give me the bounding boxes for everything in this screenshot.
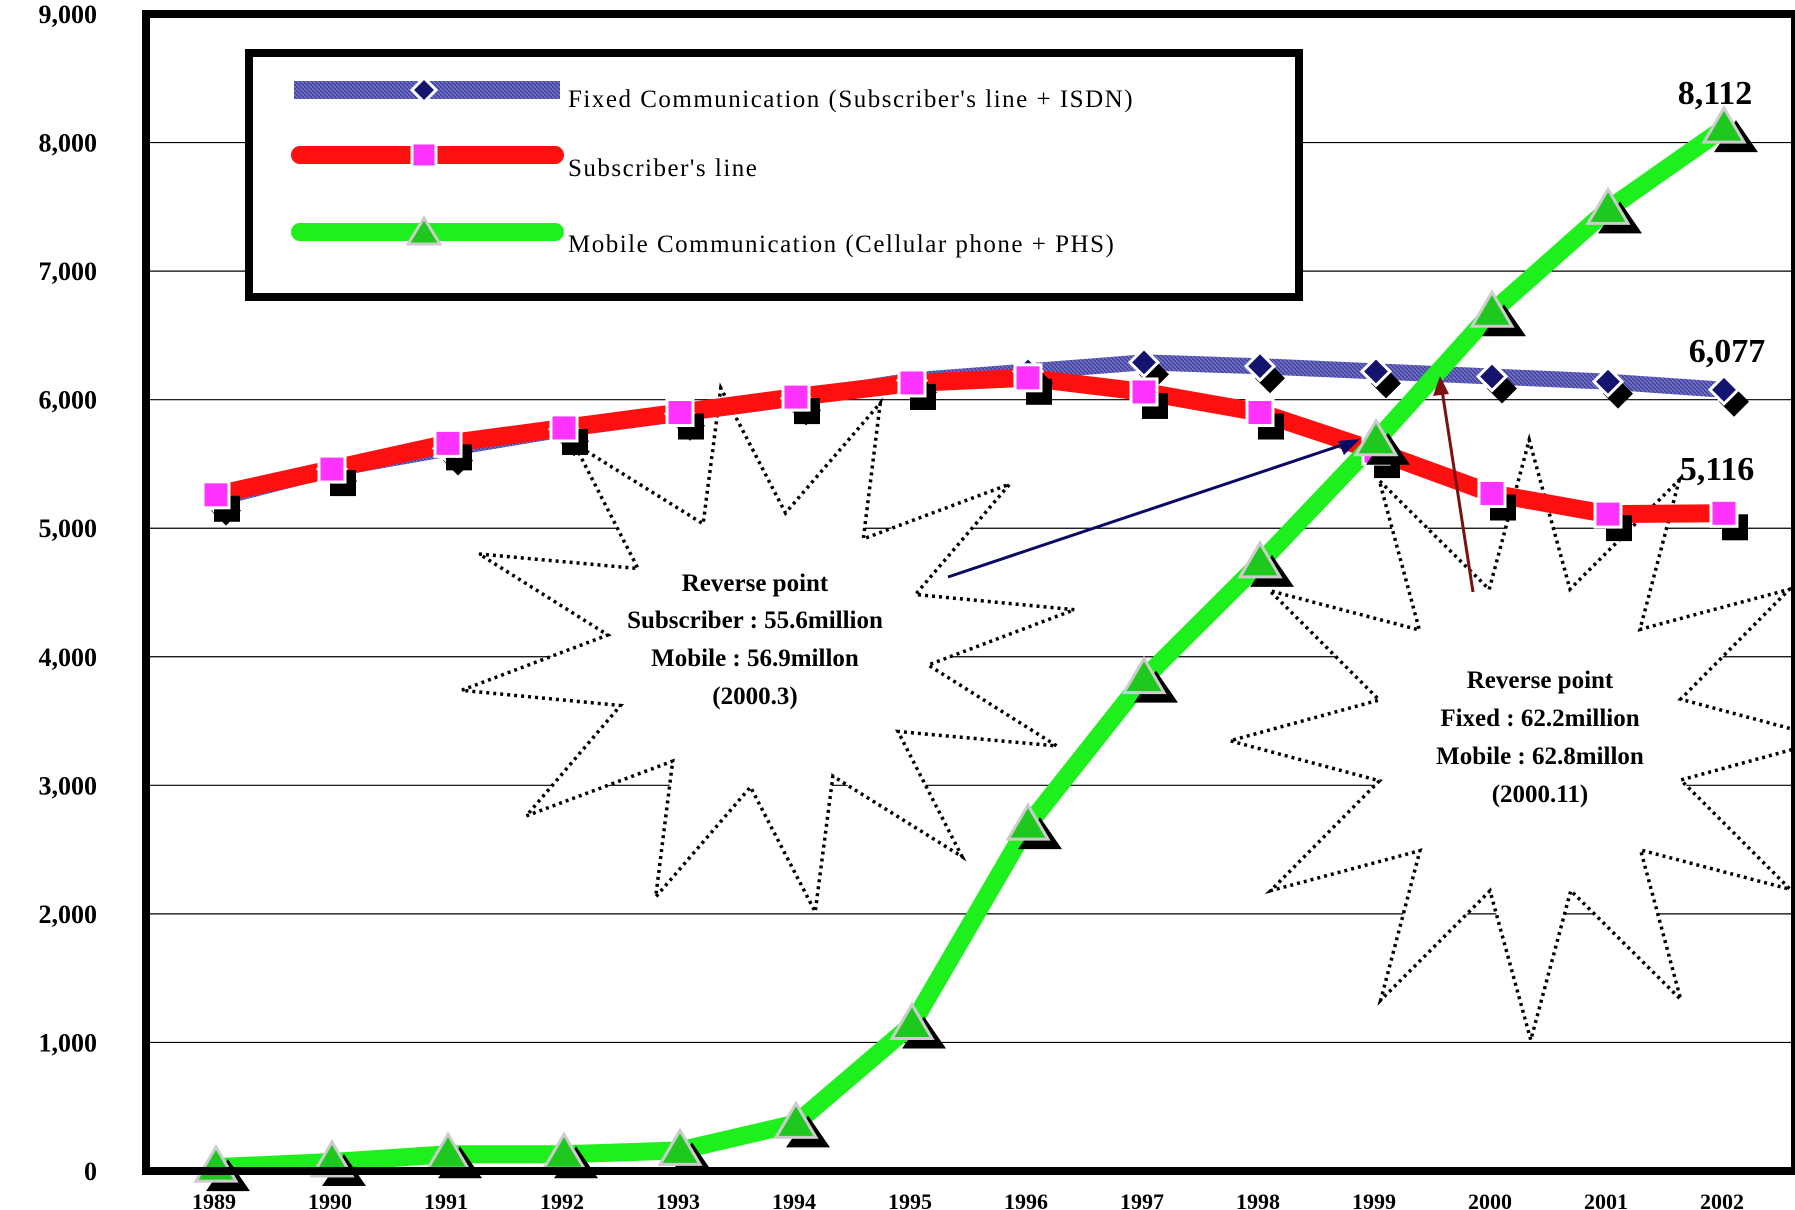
x-tick-label: 2002	[1700, 1189, 1744, 1210]
x-tick-label: 2001	[1584, 1189, 1628, 1210]
annotation-1-line2: Mobile : 56.9millon	[651, 645, 859, 672]
data-point	[1477, 479, 1507, 509]
legend-marker-subscriber	[410, 141, 438, 169]
plot-frame	[142, 10, 1795, 1175]
data-point	[1707, 373, 1741, 406]
end-label-fixed: 6,077	[1689, 333, 1766, 370]
x-tick-label: 1998	[1236, 1189, 1280, 1210]
y-tick-label: 7,000	[39, 257, 98, 286]
data-point	[665, 398, 695, 428]
data-point	[1353, 417, 1399, 457]
y-tick-label: 2,000	[39, 900, 98, 929]
x-tick-label: 1999	[1352, 1189, 1396, 1210]
y-tick-label: 4,000	[39, 643, 98, 672]
data-point	[1121, 655, 1167, 695]
annotation-1-title: Reverse point	[682, 570, 829, 597]
data-point	[1585, 186, 1631, 225]
annotation-2-line1: Fixed : 62.2million	[1440, 705, 1639, 732]
y-tick-label: 8,000	[39, 129, 98, 158]
x-tick-label: 1994	[772, 1189, 816, 1210]
annotation-arrows	[947, 376, 1475, 593]
legend: Fixed Communication (Subscriber's line +…	[245, 49, 1303, 301]
data-point	[201, 480, 231, 510]
annotation-2-title: Reverse point	[1467, 667, 1614, 694]
data-point	[657, 1127, 703, 1166]
data-point	[1709, 498, 1739, 528]
y-tick-label: 1,000	[39, 1028, 98, 1057]
data-point	[1469, 289, 1515, 328]
data-point	[773, 1100, 819, 1139]
x-tick-label: 2000	[1468, 1189, 1512, 1210]
data-point	[1475, 360, 1509, 393]
reverse-point-burst-1	[460, 382, 1076, 918]
y-axis: 0 1,000 2,000 3,000 4,000 5,000 6,000 7,000 8,00…	[39, 0, 98, 1186]
legend-label-subscriber: Subscriber's line	[568, 155, 758, 182]
arrow-head-2	[1433, 376, 1449, 396]
data-point	[433, 428, 463, 458]
data-point	[1237, 539, 1283, 579]
legend-marker-fixed	[409, 75, 439, 105]
data-point	[1243, 350, 1277, 383]
annotation-2-line3: (2000.11)	[1492, 781, 1589, 808]
x-tick-label: 1989	[192, 1189, 236, 1210]
y-tick-label: 0	[84, 1157, 97, 1186]
data-point	[317, 454, 347, 484]
data-point	[1359, 355, 1393, 388]
reverse-point-burst-2	[1223, 433, 1795, 1047]
reverse-point-arrow-1	[947, 441, 1349, 579]
annotations	[460, 382, 1795, 1047]
x-tick-label: 1993	[656, 1189, 700, 1210]
arrow-head-1	[1338, 439, 1360, 455]
x-tick-label: 1997	[1120, 1189, 1164, 1210]
data-point	[1593, 499, 1623, 529]
x-tick-label: 1990	[308, 1189, 352, 1210]
legend-label-mobile: Mobile Communication (Cellular phone + P…	[568, 231, 1115, 258]
end-label-subscriber: 5,116	[1680, 451, 1755, 488]
y-tick-label: 6,000	[39, 386, 98, 415]
data-point	[781, 382, 811, 412]
series-line	[207, 119, 1733, 1177]
x-axis: 1989 1990 1991 1992 1993 1994 1995 1996 1997 1998…	[192, 1189, 1744, 1210]
data-point	[1005, 802, 1051, 841]
data-point	[1013, 363, 1043, 393]
legend-marker-mobile	[405, 215, 443, 246]
y-tick-label: 9,000	[39, 0, 98, 29]
legend-label-fixed: Fixed Communication (Subscriber's line +…	[568, 86, 1134, 113]
annotation-1-line3: (2000.3)	[712, 683, 797, 710]
end-label-mobile: 8,112	[1678, 75, 1753, 112]
y-tick-label: 5,000	[39, 514, 98, 543]
annotation-2-line2: Mobile : 62.8millon	[1436, 743, 1644, 770]
data-point	[549, 413, 579, 443]
x-tick-label: 1996	[1004, 1189, 1048, 1210]
y-tick-label: 3,000	[39, 771, 98, 800]
annotation-1-line1: Subscriber : 55.6million	[627, 607, 883, 634]
data-point	[1127, 346, 1161, 379]
data-point	[1701, 105, 1747, 144]
x-tick-label: 1991	[424, 1189, 468, 1210]
series-markers	[193, 105, 1758, 1192]
data-point	[889, 1001, 935, 1040]
data-point	[1591, 365, 1625, 398]
data-point	[1245, 398, 1275, 428]
x-tick-label: 1992	[540, 1189, 584, 1210]
data-point	[1129, 377, 1159, 407]
reverse-point-arrow-2	[1440, 389, 1475, 593]
x-tick-label: 1995	[888, 1189, 932, 1210]
data-point	[897, 368, 927, 398]
series-line	[207, 368, 1733, 524]
